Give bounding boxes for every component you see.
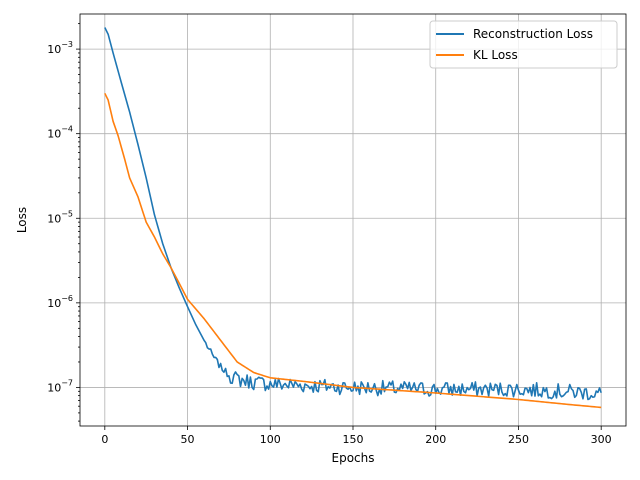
x-tick-label: 200 — [425, 433, 446, 446]
x-axis-label: Epochs — [332, 451, 375, 465]
series-line-reconstruction-loss — [104, 27, 602, 401]
legend-label-reconstruction-loss: Reconstruction Loss — [473, 27, 593, 41]
x-tick-label: 0 — [101, 433, 108, 446]
y-tick-label: 10−5 — [47, 209, 73, 225]
y-tick-label: 10−4 — [47, 125, 73, 141]
x-tick-label: 300 — [591, 433, 612, 446]
x-tick-label: 50 — [181, 433, 195, 446]
y-tick-label: 10−3 — [47, 40, 73, 56]
series-line-kl-loss — [104, 92, 602, 409]
x-tick-label: 150 — [343, 433, 364, 446]
y-axis-label: Loss — [15, 207, 29, 233]
legend-box — [429, 20, 618, 69]
x-tick-label: 100 — [260, 433, 281, 446]
x-tick-label: 250 — [508, 433, 529, 446]
axis-ticks: 0 50 100 150 200 250 300 10−7 10−6 10−5 10−4 10−3 — [47, 23, 612, 446]
grid — [80, 14, 626, 426]
y-tick-label: 10−6 — [47, 294, 73, 310]
legend-label-kl-loss: KL Loss — [473, 48, 518, 62]
series-lines — [104, 27, 602, 409]
legend: Reconstruction Loss KL Loss — [429, 20, 618, 69]
y-tick-label: 10−7 — [47, 378, 73, 394]
